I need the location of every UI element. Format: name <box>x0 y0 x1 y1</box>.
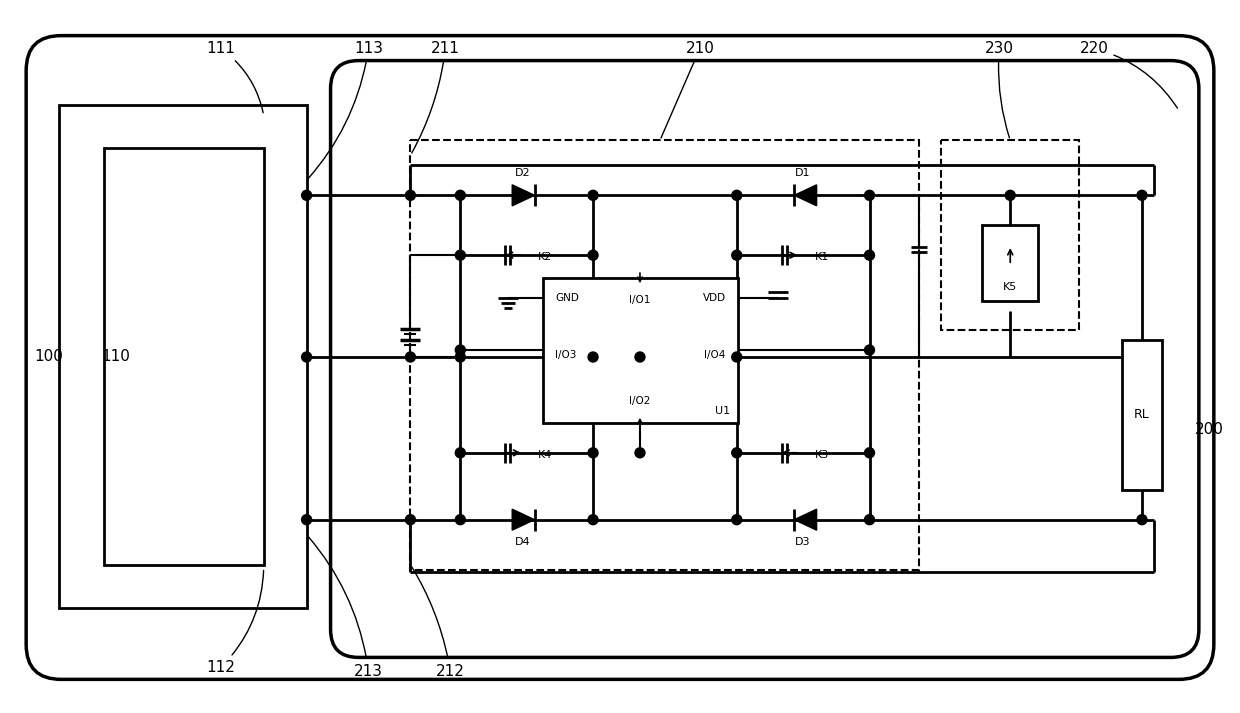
Text: I/O3: I/O3 <box>556 350 577 360</box>
Text: U1: U1 <box>714 406 730 416</box>
Circle shape <box>732 448 742 458</box>
Circle shape <box>588 515 598 525</box>
Circle shape <box>732 352 742 362</box>
Circle shape <box>588 190 598 200</box>
Bar <box>60 106 306 607</box>
Text: D2: D2 <box>515 168 529 178</box>
Circle shape <box>864 250 874 260</box>
Polygon shape <box>512 509 534 530</box>
Text: 113: 113 <box>309 41 383 178</box>
Text: 230: 230 <box>985 41 1014 138</box>
Circle shape <box>588 352 598 362</box>
Polygon shape <box>795 185 817 206</box>
Bar <box>543 278 738 423</box>
Polygon shape <box>795 509 817 530</box>
Text: I/O2: I/O2 <box>629 396 651 406</box>
Text: 100: 100 <box>35 349 63 364</box>
Circle shape <box>864 448 874 458</box>
Text: 211: 211 <box>412 41 460 153</box>
Text: GND: GND <box>556 293 579 303</box>
FancyBboxPatch shape <box>331 61 1199 657</box>
Circle shape <box>1137 515 1147 525</box>
Text: 110: 110 <box>102 349 130 364</box>
Circle shape <box>635 448 645 458</box>
Text: 111: 111 <box>206 41 263 113</box>
FancyBboxPatch shape <box>26 36 1214 679</box>
Text: 212: 212 <box>412 567 465 679</box>
Circle shape <box>1006 190 1016 200</box>
Circle shape <box>455 352 465 362</box>
Circle shape <box>455 515 465 525</box>
Circle shape <box>405 515 415 525</box>
Bar <box>410 140 919 570</box>
Circle shape <box>405 352 415 362</box>
Circle shape <box>864 345 874 355</box>
Circle shape <box>455 448 465 458</box>
Text: K2: K2 <box>538 252 553 262</box>
Text: K5: K5 <box>1003 282 1017 292</box>
Text: K4: K4 <box>538 450 553 460</box>
Bar <box>104 148 264 565</box>
Text: 112: 112 <box>206 570 264 675</box>
Text: D1: D1 <box>795 168 811 178</box>
Circle shape <box>588 250 598 260</box>
Bar <box>1122 340 1162 490</box>
Text: D4: D4 <box>515 537 529 547</box>
Circle shape <box>732 250 742 260</box>
Circle shape <box>588 448 598 458</box>
Polygon shape <box>512 185 534 206</box>
Circle shape <box>455 250 465 260</box>
Circle shape <box>301 352 311 362</box>
Text: D3: D3 <box>795 537 811 547</box>
Circle shape <box>455 345 465 355</box>
Text: 220: 220 <box>1080 41 1178 108</box>
Circle shape <box>455 190 465 200</box>
Text: 213: 213 <box>309 537 383 679</box>
Text: RL: RL <box>1135 409 1149 421</box>
Text: I/O4: I/O4 <box>704 350 725 360</box>
Text: 210: 210 <box>661 41 714 138</box>
Circle shape <box>864 190 874 200</box>
Text: K3: K3 <box>815 450 828 460</box>
Circle shape <box>864 515 874 525</box>
Circle shape <box>732 190 742 200</box>
Circle shape <box>635 352 645 362</box>
Text: K1: K1 <box>815 252 828 262</box>
Text: I/O1: I/O1 <box>629 295 651 305</box>
Circle shape <box>1137 190 1147 200</box>
Circle shape <box>405 190 415 200</box>
Text: VDD: VDD <box>703 293 725 303</box>
Bar <box>982 225 1038 301</box>
Circle shape <box>301 190 311 200</box>
Bar <box>941 140 1079 330</box>
Text: 200: 200 <box>1194 422 1224 437</box>
Circle shape <box>732 515 742 525</box>
Circle shape <box>301 515 311 525</box>
